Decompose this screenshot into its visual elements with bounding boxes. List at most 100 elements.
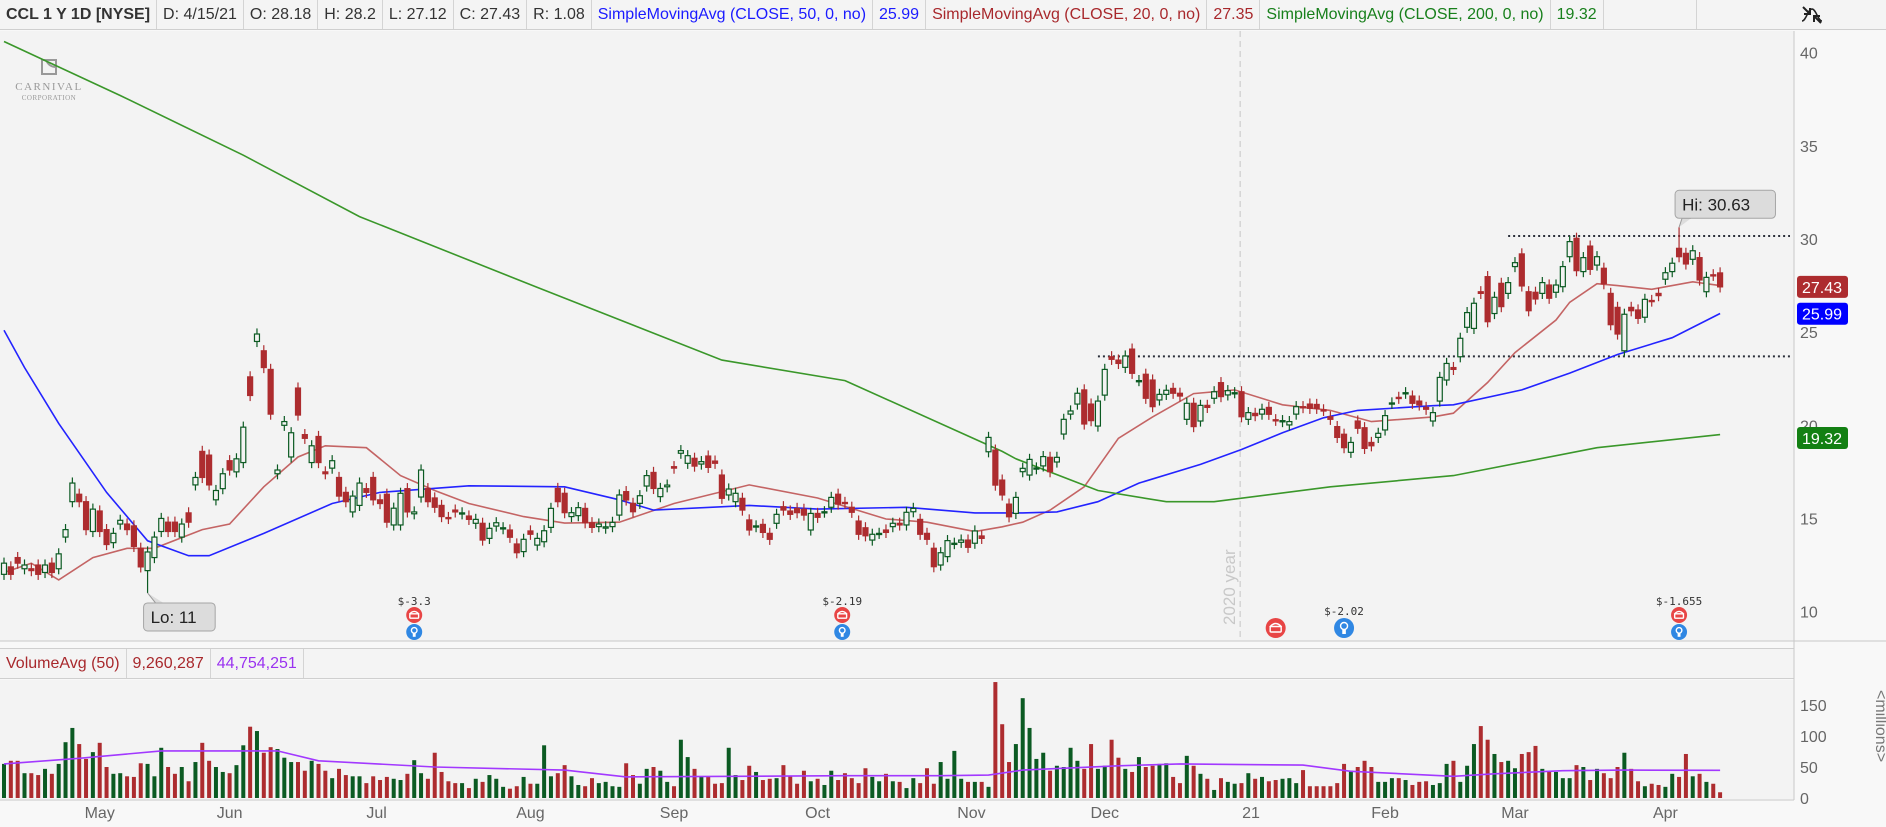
candle[interactable] — [226, 455, 233, 476]
earnings-event[interactable] — [1265, 618, 1286, 638]
candle[interactable] — [841, 496, 849, 509]
candle[interactable] — [616, 489, 623, 521]
candle[interactable] — [1368, 436, 1375, 452]
candle[interactable] — [1525, 286, 1532, 317]
candle[interactable] — [41, 559, 49, 579]
candle[interactable] — [1450, 361, 1457, 375]
candle[interactable] — [1204, 399, 1211, 414]
candle[interactable] — [978, 530, 985, 544]
candle[interactable] — [308, 440, 315, 469]
candle[interactable] — [937, 547, 944, 571]
candle[interactable] — [814, 507, 821, 523]
candle[interactable] — [1409, 390, 1416, 409]
candle[interactable] — [1395, 391, 1402, 404]
candle[interactable] — [89, 503, 96, 538]
candle[interactable] — [370, 471, 377, 506]
candle[interactable] — [1511, 257, 1519, 273]
earnings-event[interactable]: $-1.655 — [1656, 595, 1702, 640]
candle[interactable] — [472, 513, 479, 529]
candle[interactable] — [1716, 267, 1724, 293]
candle[interactable] — [1299, 401, 1307, 414]
candle[interactable] — [1696, 252, 1703, 286]
candle[interactable] — [821, 506, 828, 518]
candle[interactable] — [329, 455, 336, 474]
candle[interactable] — [1587, 240, 1594, 275]
candle[interactable] — [1053, 451, 1060, 468]
swap-arrows-icon[interactable] — [1800, 4, 1824, 26]
candle[interactable] — [1026, 453, 1033, 481]
candle[interactable] — [185, 507, 192, 528]
candle[interactable] — [1190, 397, 1197, 433]
candle[interactable] — [547, 502, 555, 533]
candle[interactable] — [1142, 368, 1149, 404]
candle[interactable] — [1662, 267, 1669, 285]
candle[interactable] — [1252, 407, 1259, 422]
candle[interactable] — [793, 502, 801, 519]
volume-avg-legend[interactable]: VolumeAvg (50) — [0, 649, 127, 678]
candle[interactable] — [404, 483, 411, 518]
candle[interactable] — [882, 524, 890, 539]
candle[interactable] — [1607, 287, 1614, 331]
candle[interactable] — [219, 468, 226, 495]
candle[interactable] — [1464, 306, 1471, 333]
candle[interactable] — [828, 491, 835, 513]
candle[interactable] — [862, 522, 869, 542]
candle[interactable] — [158, 512, 165, 538]
candle[interactable] — [691, 452, 698, 472]
candle[interactable] — [301, 429, 308, 444]
candle[interactable] — [752, 520, 760, 533]
candle[interactable] — [192, 471, 199, 491]
candle[interactable] — [1593, 251, 1601, 271]
candle[interactable] — [1149, 374, 1156, 413]
candle[interactable] — [1306, 398, 1313, 414]
candle[interactable] — [1293, 401, 1300, 420]
candle[interactable] — [1443, 357, 1450, 386]
candle[interactable] — [274, 464, 281, 480]
candle[interactable] — [69, 477, 76, 508]
candle[interactable] — [1416, 395, 1423, 411]
candle[interactable] — [1470, 297, 1478, 335]
candle[interactable] — [1682, 247, 1690, 270]
candle[interactable] — [1573, 232, 1580, 277]
candle[interactable] — [288, 427, 295, 463]
candle[interactable] — [322, 466, 329, 480]
candle[interactable] — [1033, 462, 1040, 475]
candle[interactable] — [294, 382, 302, 421]
candle[interactable] — [855, 515, 862, 540]
candle[interactable] — [199, 445, 206, 484]
candle[interactable] — [588, 517, 596, 533]
candle[interactable] — [123, 518, 131, 536]
candle[interactable] — [1081, 384, 1088, 430]
candle[interactable] — [144, 546, 151, 593]
candle[interactable] — [178, 518, 185, 543]
candle[interactable] — [1334, 421, 1341, 443]
candle[interactable] — [1217, 377, 1225, 403]
candle[interactable] — [14, 551, 21, 569]
candle[interactable] — [1552, 279, 1560, 298]
lightbulb-icon[interactable] — [1671, 624, 1688, 640]
candle[interactable] — [1429, 407, 1437, 427]
candle[interactable] — [397, 487, 404, 531]
candle[interactable] — [623, 486, 630, 506]
candle[interactable] — [609, 516, 616, 533]
candle[interactable] — [62, 524, 69, 543]
candle[interactable] — [780, 501, 787, 516]
candle[interactable] — [493, 517, 500, 532]
candle[interactable] — [1375, 427, 1382, 443]
candle[interactable] — [465, 510, 473, 525]
candle[interactable] — [575, 502, 582, 522]
candle[interactable] — [479, 517, 486, 546]
candle[interactable] — [376, 494, 384, 510]
candle[interactable] — [732, 487, 739, 508]
candle[interactable] — [506, 524, 514, 543]
candle[interactable] — [390, 502, 397, 531]
candle[interactable] — [7, 561, 14, 580]
candle[interactable] — [746, 514, 753, 536]
candle[interactable] — [677, 445, 684, 459]
candle[interactable] — [267, 363, 274, 420]
candle[interactable] — [1347, 436, 1354, 458]
candle[interactable] — [848, 501, 855, 518]
candle[interactable] — [1101, 363, 1108, 401]
candle[interactable] — [1566, 236, 1573, 263]
